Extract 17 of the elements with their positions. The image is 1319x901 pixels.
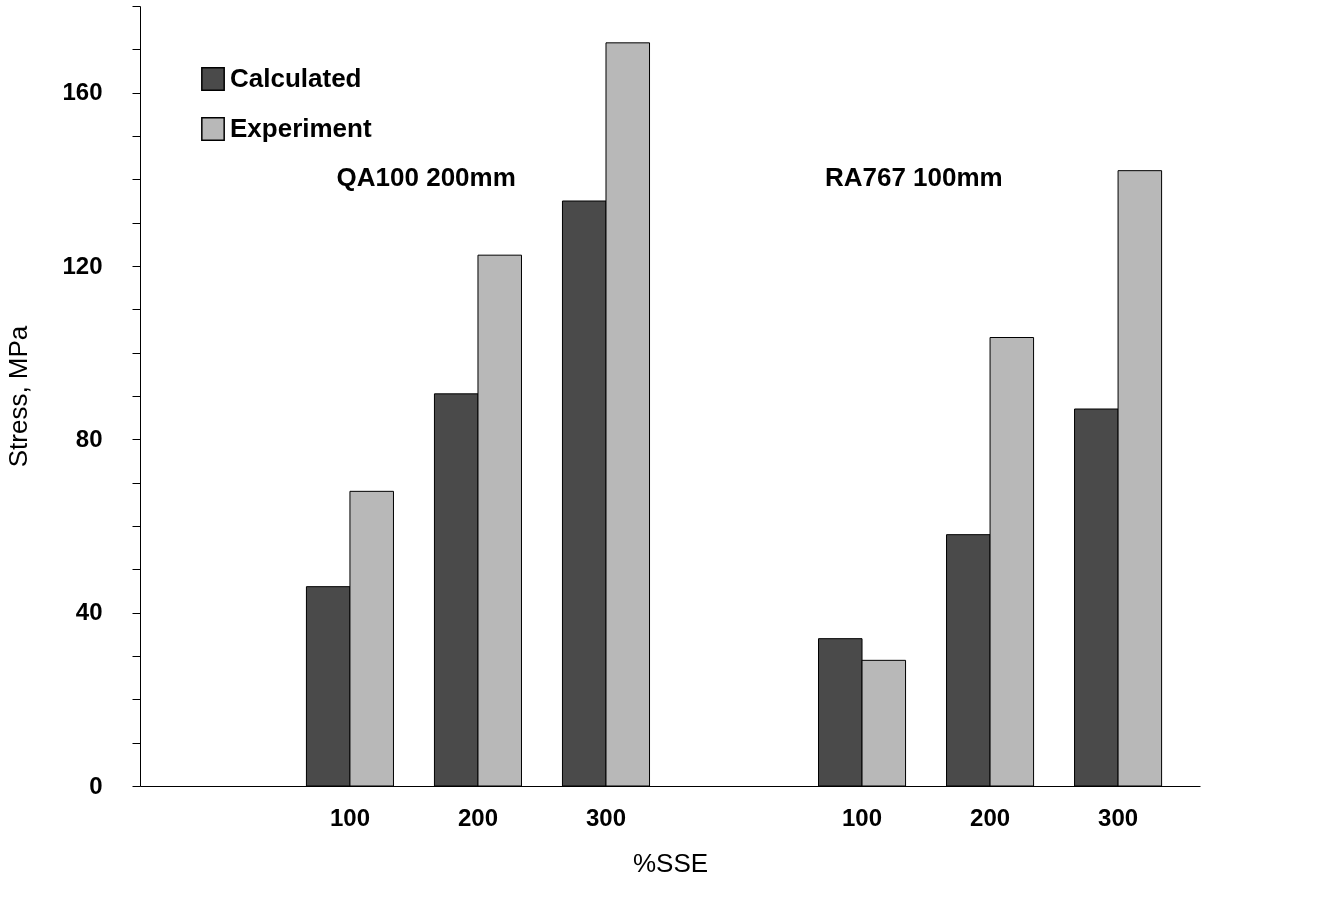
y-axis-title: Stress, MPa [3,325,34,468]
y-tick-label: 0 [89,771,103,799]
y-tick-label: 120 [62,251,103,279]
y-tick-label: 80 [75,424,103,452]
x-tick-label: 100 [842,803,883,831]
annotation: RA767 100mm [824,161,1003,192]
x-tick-label: 200 [457,803,498,831]
x-tick-label: 300 [1098,803,1139,831]
legend-label: Calculated [230,63,362,93]
y-tick-label: 160 [62,78,103,106]
x-axis-title: %SSE [632,847,709,878]
x-tick-label: 300 [585,803,627,831]
legend-label: Experiment [230,113,372,143]
y-tick-label: 40 [75,598,103,626]
x-tick-label: 200 [970,803,1011,831]
x-tick-label: 100 [329,803,370,831]
annotation: QA100 200mm [336,161,516,192]
